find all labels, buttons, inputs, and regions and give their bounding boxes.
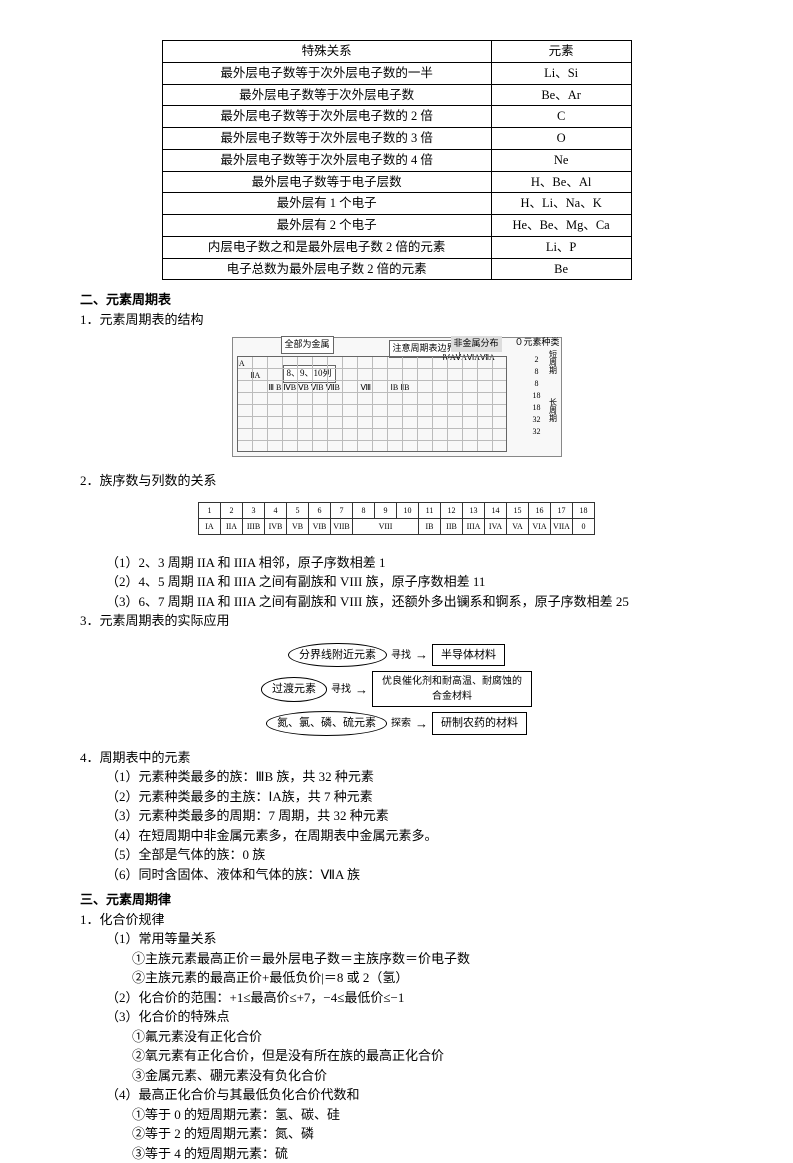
table-header-relation: 特殊关系 — [162, 41, 491, 63]
item-2-2-3: （3）6、7 周期 IIA 和 IIIA 之间有副族和 VIII 族，还额外多出… — [106, 592, 713, 612]
item-2-3: 3．元素周期表的实际应用 — [80, 611, 713, 631]
table-row: 最外层电子数等于次外层电子数Be、Ar — [162, 84, 631, 106]
application-flow-diagram: 分界线附近元素 寻找 → 半导体材料 过渡元素 寻找 → 优良催化剂和耐高温、耐… — [80, 639, 713, 740]
section-2-title: 二、元素周期表 — [80, 290, 713, 310]
periodic-table-structure-diagram: 全部为金属 注意周期表边界 非金属分布 ０元素种类 ⅠA ⅡA 8、9、10列 … — [80, 337, 713, 463]
relation-table: 特殊关系 元素 最外层电子数等于次外层电子数的一半Li、Si 最外层电子数等于次… — [162, 40, 632, 280]
item-3-1-1: （1）常用等量关系 — [106, 929, 713, 949]
item-3-1-1-2: ②主族元素的最高正价+最低负价|＝8 或 2（氢） — [132, 968, 713, 988]
item-2-4-2: （2）元素种类最多的主族：ⅠA族，共 7 种元素 — [106, 787, 713, 807]
item-3-1-2: （2）化合价的范围：+1≤最高价≤+7，−4≤最低价≤−1 — [106, 988, 713, 1008]
table-row: 最外层有 1 个电子H、Li、Na、K — [162, 193, 631, 215]
item-3-1-1-1: ①主族元素最高正价＝最外层电子数＝主族序数＝价电子数 — [132, 949, 713, 969]
item-2-4: 4．周期表中的元素 — [80, 748, 713, 768]
table-row: 最外层有 2 个电子He、Be、Mg、Ca — [162, 215, 631, 237]
item-3-1-3-2: ②氧元素有正化合价，但是没有所在族的最高正化合价 — [132, 1046, 713, 1066]
table-header-element: 元素 — [491, 41, 631, 63]
item-3-1-3-1: ①氟元素没有正化合价 — [132, 1027, 713, 1047]
item-3-1-4-2: ②等于 2 的短周期元素：氮、磷 — [132, 1124, 713, 1144]
table-row: 最外层电子数等于次外层电子数的 3 倍O — [162, 128, 631, 150]
item-3-1-3-3: ③金属元素、硼元素没有负化合价 — [132, 1066, 713, 1086]
table-row: 最外层电子数等于电子层数H、Be、Al — [162, 171, 631, 193]
item-2-4-3: （3）元素种类最多的周期：7 周期，共 32 种元素 — [106, 806, 713, 826]
item-2-2-1: （1）2、3 周期 IIA 和 IIIA 相邻，原子序数相差 1 — [106, 553, 713, 573]
item-3-1-4: （4）最高正化合价与其最低负化合价代数和 — [106, 1085, 713, 1105]
item-2-4-4: （4）在短周期中非金属元素多，在周期表中金属元素多。 — [106, 826, 713, 846]
item-2-4-1: （1）元素种类最多的族：ⅢB 族，共 32 种元素 — [106, 767, 713, 787]
item-2-2: 2．族序数与列数的关系 — [80, 471, 713, 491]
item-3-1: 1．化合价规律 — [80, 910, 713, 930]
item-3-1-3: （3）化合价的特殊点 — [106, 1007, 713, 1027]
item-3-1-4-1: ①等于 0 的短周期元素：氢、碳、硅 — [132, 1105, 713, 1125]
column-group-table: 123456789101112131415161718 IAIIAIIIBIVB… — [80, 498, 713, 545]
item-2-2-2: （2）4、5 周期 IIA 和 IIIA 之间有副族和 VIII 族，原子序数相… — [106, 572, 713, 592]
item-2-1: 1．元素周期表的结构 — [80, 310, 713, 330]
item-3-1-4-3: ③等于 4 的短周期元素：硫 — [132, 1144, 713, 1163]
table-row: 电子总数为最外层电子数 2 倍的元素Be — [162, 258, 631, 280]
table-row: 最外层电子数等于次外层电子数的 2 倍C — [162, 106, 631, 128]
table-row: 最外层电子数等于次外层电子数的 4 倍Ne — [162, 149, 631, 171]
item-2-4-6: （6）同时含固体、液体和气体的族：ⅦA 族 — [106, 865, 713, 885]
section-3-title: 三、元素周期律 — [80, 890, 713, 910]
table-row: 最外层电子数等于次外层电子数的一半Li、Si — [162, 62, 631, 84]
item-2-4-5: （5）全部是气体的族：0 族 — [106, 845, 713, 865]
table-row: 内层电子数之和是最外层电子数 2 倍的元素Li、P — [162, 236, 631, 258]
